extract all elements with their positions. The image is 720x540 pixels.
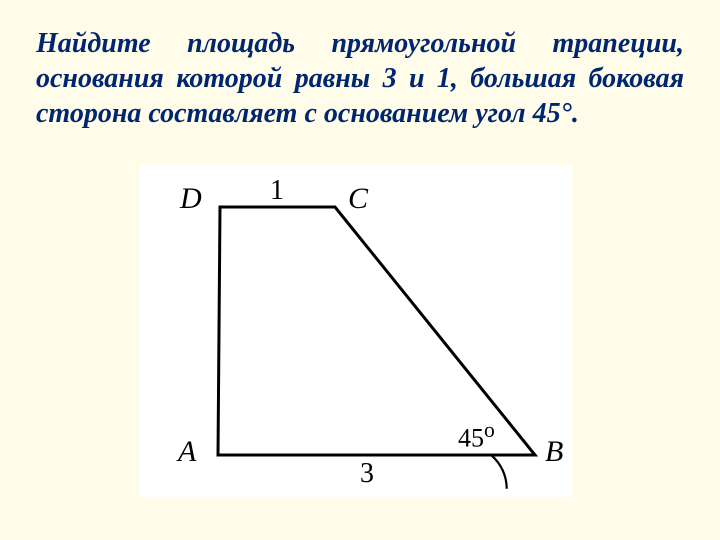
trapezoid-figure: D C A B 1 3 45o (140, 165, 572, 497)
label-angle-degree: o (484, 418, 495, 442)
angle-arc (491, 455, 507, 489)
label-angle: 45o (458, 418, 495, 454)
label-C: C (348, 182, 368, 216)
label-bottom-length: 3 (360, 458, 374, 490)
label-D: D (180, 182, 202, 216)
label-B: B (545, 435, 563, 469)
label-A: A (178, 435, 196, 469)
label-angle-value: 45 (458, 424, 484, 453)
problem-text: Найдите площадь прямоугольной трапеции, … (36, 26, 684, 131)
slide-page: Найдите площадь прямоугольной трапеции, … (0, 0, 720, 540)
label-top-length: 1 (270, 175, 284, 207)
